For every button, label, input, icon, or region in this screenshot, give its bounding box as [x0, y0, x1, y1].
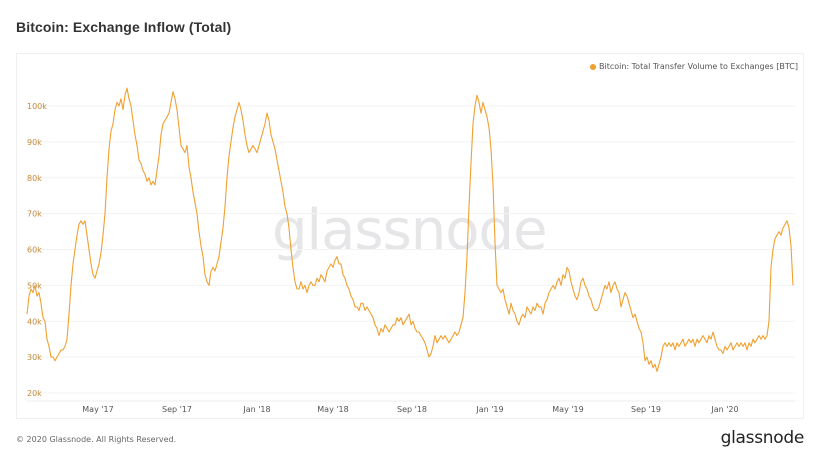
- page-title: Bitcoin: Exchange Inflow (Total): [16, 19, 232, 35]
- x-tick-label: May '17: [82, 405, 113, 414]
- legend-label: Bitcoin: Total Transfer Volume to Exchan…: [598, 62, 798, 71]
- x-tick-label: Sep '18: [397, 405, 427, 414]
- glassnode-logo: glassnode: [720, 428, 805, 448]
- x-tick-label: Jan '18: [242, 405, 270, 414]
- x-tick-label: Jan '20: [710, 405, 738, 414]
- y-tick-label: 70k: [27, 210, 42, 219]
- y-tick-label: 60k: [27, 246, 42, 255]
- legend-item[interactable]: Bitcoin: Total Transfer Volume to Exchan…: [589, 62, 798, 71]
- y-tick-label: 100k: [27, 102, 47, 111]
- y-tick-label: 90k: [27, 138, 42, 147]
- y-tick-label: 30k: [27, 353, 42, 362]
- legend-dot-icon: [589, 63, 596, 70]
- y-tick-label: 20k: [27, 389, 42, 398]
- x-tick-label: May '18: [317, 405, 348, 414]
- x-tick-label: Sep '19: [631, 405, 661, 414]
- watermark-logo: glassnode: [272, 198, 548, 263]
- x-tick-label: Sep '17: [162, 405, 192, 414]
- x-axis: May '17 Sep '17 Jan '18 May '18 Sep '18 Jan '…: [82, 405, 738, 414]
- copyright-text: © 2020 Glassnode. All Rights Reserved.: [16, 435, 177, 444]
- grid-lines: [27, 105, 795, 394]
- x-tick-label: Jan '19: [475, 405, 503, 414]
- y-tick-label: 40k: [27, 317, 42, 326]
- y-tick-label: 80k: [27, 174, 42, 183]
- chart-panel: [16, 53, 804, 419]
- series-line[interactable]: [26, 87, 794, 373]
- x-tick-label: May '19: [552, 405, 583, 414]
